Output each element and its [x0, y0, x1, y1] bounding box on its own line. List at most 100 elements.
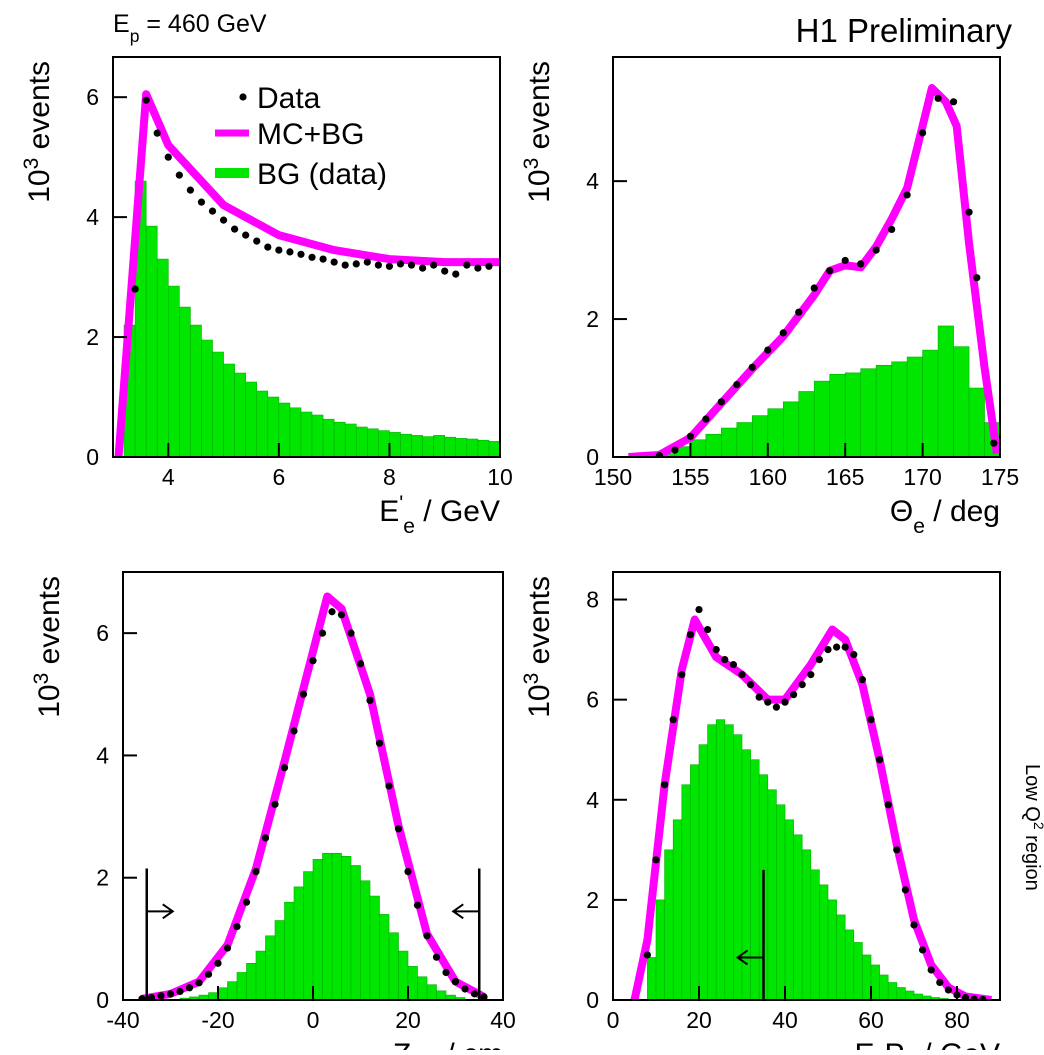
legend-marker-data	[239, 93, 247, 101]
data-point	[927, 966, 935, 974]
text-part: 3	[30, 673, 53, 685]
data-point	[729, 661, 738, 669]
bg-bin	[350, 865, 361, 1000]
data-point	[755, 693, 763, 701]
y-tick-label: 4	[86, 204, 99, 230]
bg-bin	[724, 724, 734, 1000]
y-tick-label: 4	[586, 787, 599, 813]
cut-arrow	[451, 903, 480, 920]
data-point	[175, 171, 183, 179]
data-point	[131, 285, 139, 293]
bg-bin	[705, 433, 722, 457]
bg-bin	[810, 869, 820, 1000]
y-axis-label: 103 events	[30, 576, 67, 718]
frame	[612, 56, 1001, 458]
bg-bin	[300, 411, 313, 457]
region-note: Low Q2 region	[1021, 764, 1044, 891]
data-point	[721, 656, 729, 664]
bg-bin	[265, 935, 276, 1000]
x-tick-label: 175	[981, 464, 1019, 490]
bg-bin	[246, 963, 257, 1000]
data-point	[858, 676, 867, 684]
data-point	[480, 993, 488, 1000]
y-tick-label: 6	[586, 687, 599, 713]
bg-bin	[891, 361, 908, 457]
bg-bin	[312, 859, 323, 1000]
x-tick-label: 0	[307, 1007, 320, 1033]
data-point	[841, 256, 849, 265]
data-point	[153, 129, 161, 137]
bg-bin	[836, 914, 846, 1000]
bg-bin	[813, 380, 831, 457]
data-point	[695, 605, 703, 614]
bg-bin	[167, 285, 180, 457]
data-point	[655, 452, 664, 457]
data-point	[413, 901, 422, 909]
data-point	[142, 96, 150, 104]
x-tick-label: 160	[749, 464, 787, 490]
text-part: / GeV	[415, 495, 500, 528]
data-point	[197, 198, 206, 206]
bg-bin	[801, 849, 812, 1000]
data-point	[686, 432, 695, 440]
bg-bin	[388, 932, 399, 1000]
bg-bin	[436, 990, 447, 1000]
x-tick-label: 20	[686, 1007, 712, 1033]
bg-bin	[715, 719, 726, 1000]
bg-bin	[256, 390, 269, 457]
data-point	[375, 739, 384, 747]
data-point	[738, 671, 746, 679]
x-tick-label: 20	[395, 1007, 421, 1033]
data-point	[652, 856, 660, 864]
x-tick-label: 4	[162, 464, 175, 490]
data-point	[204, 970, 213, 978]
text-part: 10	[33, 684, 66, 717]
data-point	[779, 329, 787, 337]
data-point	[712, 645, 720, 654]
plot-area	[114, 90, 500, 457]
data-point	[872, 246, 880, 254]
data-point	[341, 261, 349, 269]
data-point	[747, 681, 755, 689]
data-point	[271, 800, 279, 808]
data-point	[764, 698, 772, 706]
bg-bin	[433, 435, 446, 457]
x-tick-label: 6	[272, 464, 285, 490]
data-point	[807, 671, 815, 679]
data-point	[290, 727, 298, 735]
plot-area	[138, 592, 488, 1000]
data-point	[231, 225, 239, 233]
text-part: region	[1021, 830, 1043, 891]
bg-bin	[698, 744, 708, 1000]
bg-bin	[681, 784, 691, 1000]
bg-bin	[844, 929, 855, 1000]
h1-preliminary: H1 Preliminary	[796, 12, 1013, 49]
panel: 0 20 40 60 80 0 2 4 6 8 E-Pz / GeV 103 events	[520, 571, 1001, 1055]
x-axis-label: Θe / deg	[890, 495, 1000, 538]
data-point	[893, 846, 901, 854]
data-point	[261, 834, 270, 842]
data-point	[965, 208, 973, 216]
data-point	[407, 261, 416, 269]
data-point	[934, 94, 942, 102]
data-point	[385, 262, 394, 270]
data-point	[286, 248, 294, 256]
text-part: events	[23, 61, 56, 158]
bg-bin	[245, 381, 258, 457]
bg-bin	[707, 724, 717, 1000]
data-point	[309, 657, 317, 665]
text-part: 2	[1031, 822, 1044, 830]
bg-bin	[341, 856, 352, 1000]
bg-bin	[752, 415, 769, 457]
data-point	[463, 261, 471, 269]
bg-bin	[879, 974, 889, 1000]
data-point	[347, 629, 355, 637]
text-part: e	[913, 515, 925, 538]
y-tick-label: 0	[586, 444, 599, 470]
text-part: / cm	[438, 1038, 503, 1050]
data-point	[979, 995, 987, 1000]
data-point	[661, 781, 669, 789]
bg-bin	[853, 942, 863, 1000]
data-point	[841, 643, 849, 651]
data-point	[242, 231, 250, 239]
